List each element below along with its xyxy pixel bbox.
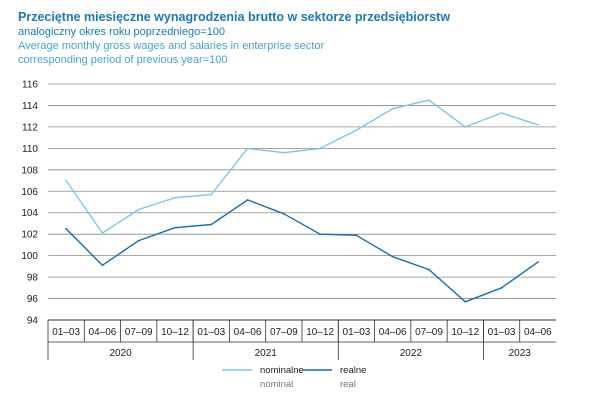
x-tick-label: 10–12 bbox=[451, 327, 479, 338]
x-tick-label: 04–06 bbox=[234, 327, 262, 338]
data-point bbox=[210, 223, 213, 226]
y-tick-label: 116 bbox=[22, 80, 38, 91]
data-point bbox=[319, 233, 322, 236]
data-point bbox=[536, 123, 539, 126]
chart-subtitle-pl: analogiczny okres roku poprzedniego=100 bbox=[18, 26, 226, 38]
y-tick-label: 106 bbox=[21, 187, 38, 198]
x-tick-label: 07–09 bbox=[125, 327, 153, 338]
x-tick-label: 07–09 bbox=[415, 327, 443, 338]
data-point bbox=[536, 261, 539, 263]
year-label: 2021 bbox=[255, 348, 278, 359]
y-tick-label: 104 bbox=[21, 208, 38, 219]
y-tick-label: 96 bbox=[27, 294, 39, 305]
data-point bbox=[246, 147, 249, 150]
y-tick-label: 112 bbox=[22, 122, 38, 133]
data-point bbox=[174, 196, 176, 199]
x-tick-label: 01–03 bbox=[343, 327, 371, 338]
grid-lines bbox=[48, 83, 556, 321]
chart-titles: Przeciętne miesięczne wynagrodzenia brut… bbox=[18, 9, 450, 67]
data-point bbox=[500, 112, 503, 114]
data-point bbox=[428, 99, 430, 101]
data-point bbox=[65, 179, 68, 182]
data-point bbox=[137, 208, 140, 211]
legend: nominalne nominal realne real bbox=[222, 365, 366, 390]
y-axis-ticks: 94 96 98 100 102 104 106 108 110 112 114 116 bbox=[21, 80, 38, 327]
data-point bbox=[282, 151, 285, 154]
x-tick-label: 04–06 bbox=[379, 327, 407, 338]
legend-label: realne bbox=[340, 365, 366, 376]
data-point bbox=[464, 126, 467, 128]
legend-label: nominalne bbox=[260, 365, 304, 376]
data-point bbox=[391, 107, 394, 110]
y-tick-label: 114 bbox=[22, 101, 38, 112]
data-point bbox=[174, 226, 176, 229]
data-point bbox=[65, 227, 68, 230]
series-lines bbox=[65, 99, 539, 303]
x-axis: 01–03 04–06 07–09 10–12 01–03 04–06 07–09 10–12… bbox=[47, 320, 556, 360]
chart-title: Przeciętne miesięczne wynagrodzenia brut… bbox=[18, 10, 451, 24]
data-point bbox=[428, 268, 430, 271]
x-tick-label: 04–06 bbox=[89, 327, 117, 338]
series-line-real bbox=[65, 199, 539, 303]
data-point bbox=[355, 129, 358, 132]
y-tick-label: 100 bbox=[21, 251, 38, 262]
data-point bbox=[319, 147, 322, 150]
chart-subtitle-en: corresponding period of previous year=10… bbox=[18, 54, 228, 66]
year-label: 2022 bbox=[400, 348, 423, 359]
x-tick-label: 07–09 bbox=[270, 327, 298, 338]
data-point bbox=[464, 300, 467, 303]
data-point bbox=[210, 193, 213, 196]
data-point bbox=[355, 234, 358, 237]
x-tick-label: 10–12 bbox=[306, 327, 334, 338]
data-point bbox=[500, 286, 503, 289]
x-tick-label: 10–12 bbox=[161, 327, 189, 338]
chart-title-en: Average monthly gross wages and salaries… bbox=[18, 40, 325, 52]
y-tick-label: 98 bbox=[27, 273, 39, 284]
year-label: 2020 bbox=[109, 348, 132, 359]
x-tick-label: 01–03 bbox=[197, 327, 225, 338]
series-line-nominal bbox=[65, 99, 539, 234]
y-tick-label: 108 bbox=[21, 165, 38, 176]
data-point bbox=[101, 264, 104, 267]
x-tick-label: 01–03 bbox=[52, 327, 80, 338]
y-tick-label: 110 bbox=[22, 144, 38, 155]
x-tick-label: 04–06 bbox=[524, 327, 552, 338]
legend-label-en: nominal bbox=[260, 379, 293, 390]
data-point bbox=[246, 198, 249, 201]
y-tick-label: 102 bbox=[21, 230, 38, 241]
legend-label-en: real bbox=[340, 379, 356, 390]
data-point bbox=[391, 255, 394, 258]
data-point bbox=[101, 232, 104, 235]
y-tick-label: 94 bbox=[27, 316, 39, 327]
data-point bbox=[137, 239, 140, 242]
x-tick-label: 01–03 bbox=[488, 327, 516, 338]
data-point bbox=[282, 212, 285, 215]
year-label: 2023 bbox=[509, 348, 532, 359]
